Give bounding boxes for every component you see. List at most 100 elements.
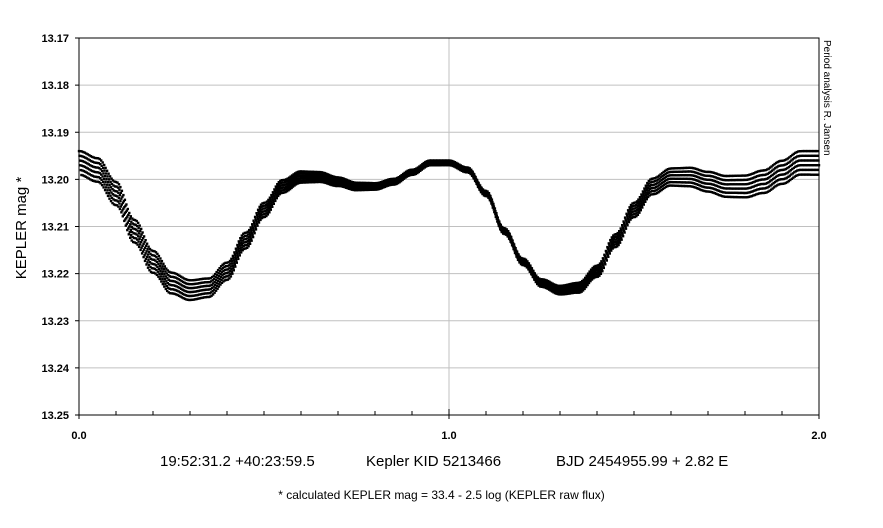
data-point xyxy=(491,203,494,207)
data-point xyxy=(92,165,95,168)
data-point xyxy=(139,240,143,244)
data-point xyxy=(793,175,796,178)
data-point xyxy=(229,275,233,278)
data-point xyxy=(185,290,189,293)
data-point xyxy=(597,265,601,269)
data-point xyxy=(138,243,142,246)
data-point xyxy=(626,217,630,220)
data-point xyxy=(811,149,815,153)
data-point xyxy=(642,192,645,195)
data-point xyxy=(209,295,212,298)
data-point xyxy=(601,270,604,273)
data-point xyxy=(150,253,154,257)
data-point xyxy=(637,200,641,203)
data-point xyxy=(576,291,579,294)
data-point xyxy=(559,286,562,289)
data-point xyxy=(252,230,256,233)
data-point xyxy=(649,181,652,184)
data-point xyxy=(708,170,711,174)
data-point xyxy=(343,179,346,182)
data-point xyxy=(667,181,670,184)
data-point xyxy=(371,184,375,187)
data-point xyxy=(756,192,759,196)
data-point xyxy=(108,189,112,192)
data-point xyxy=(184,289,187,293)
data-point xyxy=(674,167,677,170)
data-point xyxy=(628,208,632,211)
data-point xyxy=(744,191,747,195)
data-point xyxy=(698,184,701,187)
data-point xyxy=(195,297,198,301)
data-point xyxy=(275,195,278,198)
data-point xyxy=(739,174,742,177)
data-point xyxy=(313,176,316,180)
data-point xyxy=(791,172,794,175)
data-point xyxy=(774,161,778,165)
data-point xyxy=(583,282,587,286)
data-point xyxy=(753,193,756,197)
data-point xyxy=(799,159,802,162)
data-point xyxy=(759,174,762,177)
data-point xyxy=(240,251,243,254)
data-point xyxy=(167,286,170,289)
data-point xyxy=(236,253,239,256)
data-point xyxy=(468,171,471,174)
data-point xyxy=(689,170,692,173)
data-point xyxy=(179,287,183,290)
data-point xyxy=(351,188,354,191)
data-point xyxy=(331,176,334,180)
data-point xyxy=(782,173,785,176)
data-point xyxy=(196,282,200,285)
data-point xyxy=(632,207,635,210)
data-point xyxy=(246,237,249,240)
data-point xyxy=(684,174,687,177)
data-point xyxy=(815,173,819,176)
data-point xyxy=(111,193,115,196)
data-point xyxy=(579,285,582,288)
data-point xyxy=(565,285,568,288)
data-point xyxy=(163,285,166,288)
data-point xyxy=(353,182,356,186)
data-point xyxy=(310,170,313,173)
data-point xyxy=(722,182,725,186)
data-point xyxy=(573,285,576,289)
data-point xyxy=(608,252,611,255)
data-point xyxy=(125,209,128,212)
data-point xyxy=(592,265,596,268)
data-point xyxy=(246,230,249,233)
data-point xyxy=(194,290,198,293)
data-point xyxy=(240,244,243,247)
data-point xyxy=(79,154,83,158)
data-point xyxy=(711,175,715,178)
data-point xyxy=(587,273,590,277)
data-point xyxy=(88,159,91,162)
data-point xyxy=(601,264,605,267)
data-point xyxy=(219,275,223,279)
data-point xyxy=(662,180,665,184)
data-point xyxy=(360,184,363,187)
data-point xyxy=(796,169,799,172)
data-point xyxy=(714,176,718,179)
data-point xyxy=(371,188,375,191)
data-point xyxy=(518,261,521,264)
data-point xyxy=(706,170,710,174)
data-point xyxy=(207,281,210,284)
data-point xyxy=(314,170,317,174)
data-point xyxy=(81,169,84,172)
data-point xyxy=(272,192,275,196)
data-point xyxy=(292,175,296,178)
data-point xyxy=(358,188,361,192)
data-point xyxy=(667,184,671,187)
data-point xyxy=(120,203,124,206)
data-point xyxy=(252,219,255,222)
data-point xyxy=(692,170,695,174)
data-point xyxy=(495,217,498,221)
data-point xyxy=(799,168,802,172)
data-point xyxy=(645,195,648,199)
data-point xyxy=(85,166,88,169)
data-point xyxy=(705,174,709,177)
data-point xyxy=(149,265,152,269)
data-point xyxy=(767,185,771,188)
data-point xyxy=(327,182,330,186)
data-point xyxy=(117,183,121,186)
